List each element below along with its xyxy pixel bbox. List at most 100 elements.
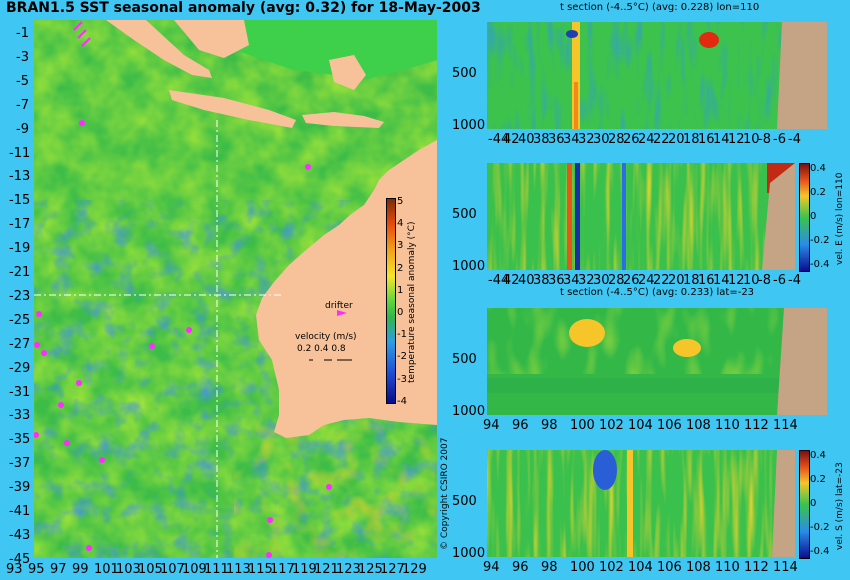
panel-x-tick-label: 20 bbox=[668, 132, 685, 147]
velocity-legend-values: 0.2 0.4 0.8 bbox=[297, 344, 346, 354]
panel-x-tick-label: 16 bbox=[698, 273, 715, 288]
panel3-section[interactable] bbox=[487, 308, 827, 415]
drifter-legend-label: drifter bbox=[325, 301, 353, 311]
colorbar-tick-label: 5 bbox=[397, 196, 404, 207]
panel-y-tick-label: 1000 bbox=[452, 259, 486, 274]
panel-x-tick-label: -8 bbox=[758, 273, 771, 288]
vel-colorbar-S-label: vel. S (m/s) lat=-23 bbox=[835, 462, 845, 550]
panel-x-tick-label: -6 bbox=[773, 132, 786, 147]
lon-tick-label: 93 bbox=[6, 562, 23, 577]
panel-x-tick-label: -44 bbox=[488, 132, 510, 147]
lon-tick-label: 125 bbox=[358, 562, 383, 577]
lon-tick-label: 123 bbox=[336, 562, 361, 577]
lon-tick-label: 95 bbox=[28, 562, 45, 577]
ocean-hot-texture bbox=[234, 420, 437, 558]
panel-x-tick-label: 24 bbox=[638, 273, 655, 288]
panel-x-tick-label: 110 bbox=[715, 560, 740, 575]
vel-colorbar-tick-label: 0.4 bbox=[810, 163, 826, 174]
lat-tick-label: -3 bbox=[16, 49, 29, 65]
panel-y-tick-label: 1000 bbox=[452, 118, 486, 133]
panel-x-tick-label: 106 bbox=[657, 560, 682, 575]
panel-x-tick-label: 98 bbox=[541, 560, 558, 575]
lat-tick-label: -9 bbox=[16, 121, 29, 137]
borneo-land bbox=[174, 20, 249, 58]
panel-x-tick-label: 42 bbox=[503, 132, 520, 147]
lon-tick-label: 117 bbox=[270, 562, 295, 577]
panel-x-tick-label: 102 bbox=[599, 560, 624, 575]
vel-colorbar-S bbox=[799, 450, 810, 559]
panel-x-tick-label: 10 bbox=[743, 132, 760, 147]
lon-tick-label: 101 bbox=[94, 562, 119, 577]
lon-tick-label: 111 bbox=[204, 562, 229, 577]
colorbar-tick-label: 0 bbox=[397, 307, 404, 318]
panel-y-tick-label: 500 bbox=[452, 66, 477, 81]
panel-y-tick-label: 500 bbox=[452, 207, 477, 222]
lat-tick-label: -41 bbox=[9, 504, 31, 519]
panel-x-tick-label: 24 bbox=[638, 132, 655, 147]
panel-x-tick-label: 106 bbox=[657, 418, 682, 433]
panel-x-tick-label: 108 bbox=[686, 418, 711, 433]
lon-tick-label: 119 bbox=[292, 562, 317, 577]
panel-x-tick-label: 14 bbox=[713, 132, 730, 147]
lat-tick-label: -45 bbox=[9, 551, 31, 567]
sulawesi-land bbox=[329, 55, 366, 90]
panel-x-tick-label: 30 bbox=[593, 132, 610, 147]
lat-tick-label: -7 bbox=[16, 97, 29, 113]
panel2-section[interactable] bbox=[487, 163, 795, 270]
panel3-title: t section (-4..5°C) (avg: 0.233) lat=-23 bbox=[560, 287, 755, 298]
panel-x-tick-label: 100 bbox=[570, 560, 595, 575]
lat-tick-label: -23 bbox=[9, 288, 31, 304]
lat-tick-label: -21 bbox=[9, 265, 31, 280]
panel4-section[interactable] bbox=[487, 450, 795, 557]
colorbar-tick-label: 1 bbox=[397, 284, 404, 296]
lat-tick-label: -31 bbox=[9, 384, 31, 400]
panel-x-tick-label: 28 bbox=[608, 132, 625, 147]
panel-x-tick-label: 30 bbox=[593, 273, 610, 288]
lat-tick-label: -17 bbox=[9, 217, 31, 233]
panel-x-tick-label: 96 bbox=[512, 418, 529, 433]
lon-tick-label: 103 bbox=[116, 562, 141, 577]
panel-x-tick-label: 26 bbox=[623, 273, 640, 288]
panel-x-tick-label: 110 bbox=[715, 418, 740, 433]
lon-tick-label: 105 bbox=[138, 562, 163, 577]
panel-x-tick-label: 40 bbox=[518, 273, 535, 288]
lesser-sunda-land bbox=[302, 112, 384, 128]
java-sea bbox=[194, 20, 437, 80]
vel-colorbar-tick-label: -0.4 bbox=[810, 259, 830, 270]
colorbar-tick-label: 2 bbox=[397, 262, 404, 274]
lat-tick-label: -5 bbox=[16, 73, 29, 89]
lat-tick-label: -1 bbox=[16, 26, 29, 41]
lat-tick-label: -33 bbox=[9, 408, 31, 424]
panel-y-tick-label: 500 bbox=[452, 352, 477, 367]
sumatra-land bbox=[106, 20, 212, 78]
panel1-section[interactable] bbox=[487, 22, 827, 129]
vel-colorbar-tick-label: 0.2 bbox=[810, 187, 826, 198]
panel-x-tick-label: 96 bbox=[512, 560, 529, 575]
panel-x-tick-label: 38 bbox=[533, 132, 550, 147]
drifter-legend-icon bbox=[337, 310, 347, 316]
panel-x-tick-label: -4 bbox=[788, 273, 801, 288]
copyright-text: © Copyright CSIRO 2007 bbox=[440, 437, 450, 550]
lat-tick-label: -37 bbox=[9, 456, 31, 472]
panel-x-tick-label: 36 bbox=[548, 132, 565, 147]
panel-x-tick-label: -4 bbox=[788, 132, 801, 147]
panel-x-tick-label: 38 bbox=[533, 273, 550, 288]
vel-colorbar-tick-label: -0.4 bbox=[810, 546, 830, 557]
map-title: BRAN1.5 SST seasonal anomaly (avg: 0.32)… bbox=[6, 0, 481, 16]
panel-x-tick-label: 104 bbox=[628, 418, 653, 433]
lat-tick-label: -27 bbox=[9, 336, 31, 352]
panel-x-tick-label: 112 bbox=[744, 418, 769, 433]
lat-tick-label: -29 bbox=[9, 360, 31, 376]
panel-x-tick-label: -6 bbox=[773, 273, 786, 288]
map-colorbar-label: temperature seasonal anomaly (°C) bbox=[407, 221, 417, 383]
java-land bbox=[169, 90, 296, 128]
colorbar-tick-label: -4 bbox=[397, 395, 407, 407]
panel-x-tick-label: 12 bbox=[728, 273, 745, 288]
sst-map[interactable] bbox=[34, 20, 437, 558]
panel-x-tick-label: 32 bbox=[578, 273, 595, 288]
panel-x-tick-label: 26 bbox=[623, 132, 640, 147]
panel-x-tick-label: -8 bbox=[758, 132, 771, 147]
lat-tick-label: -39 bbox=[9, 480, 31, 496]
vel-colorbar-tick-label: -0.2 bbox=[810, 522, 830, 533]
vel-colorbar-tick-label: 0.2 bbox=[810, 474, 826, 485]
